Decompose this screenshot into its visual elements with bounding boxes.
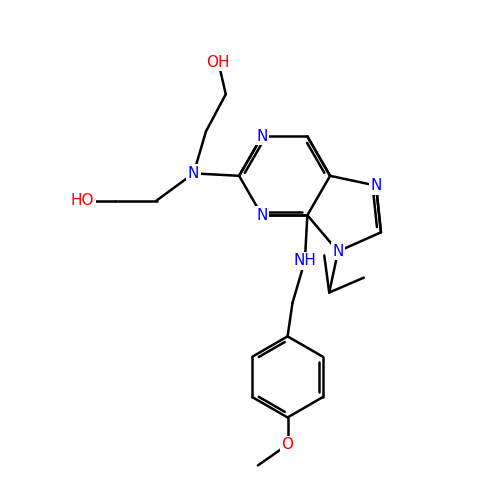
Text: OH: OH <box>206 54 230 70</box>
Text: HO: HO <box>70 193 94 208</box>
Text: NH: NH <box>294 253 316 268</box>
Text: N: N <box>188 166 200 181</box>
Text: N: N <box>256 129 268 144</box>
Text: N: N <box>370 178 382 193</box>
Text: N: N <box>256 208 268 222</box>
Text: N: N <box>332 244 344 259</box>
Text: O: O <box>282 437 294 452</box>
